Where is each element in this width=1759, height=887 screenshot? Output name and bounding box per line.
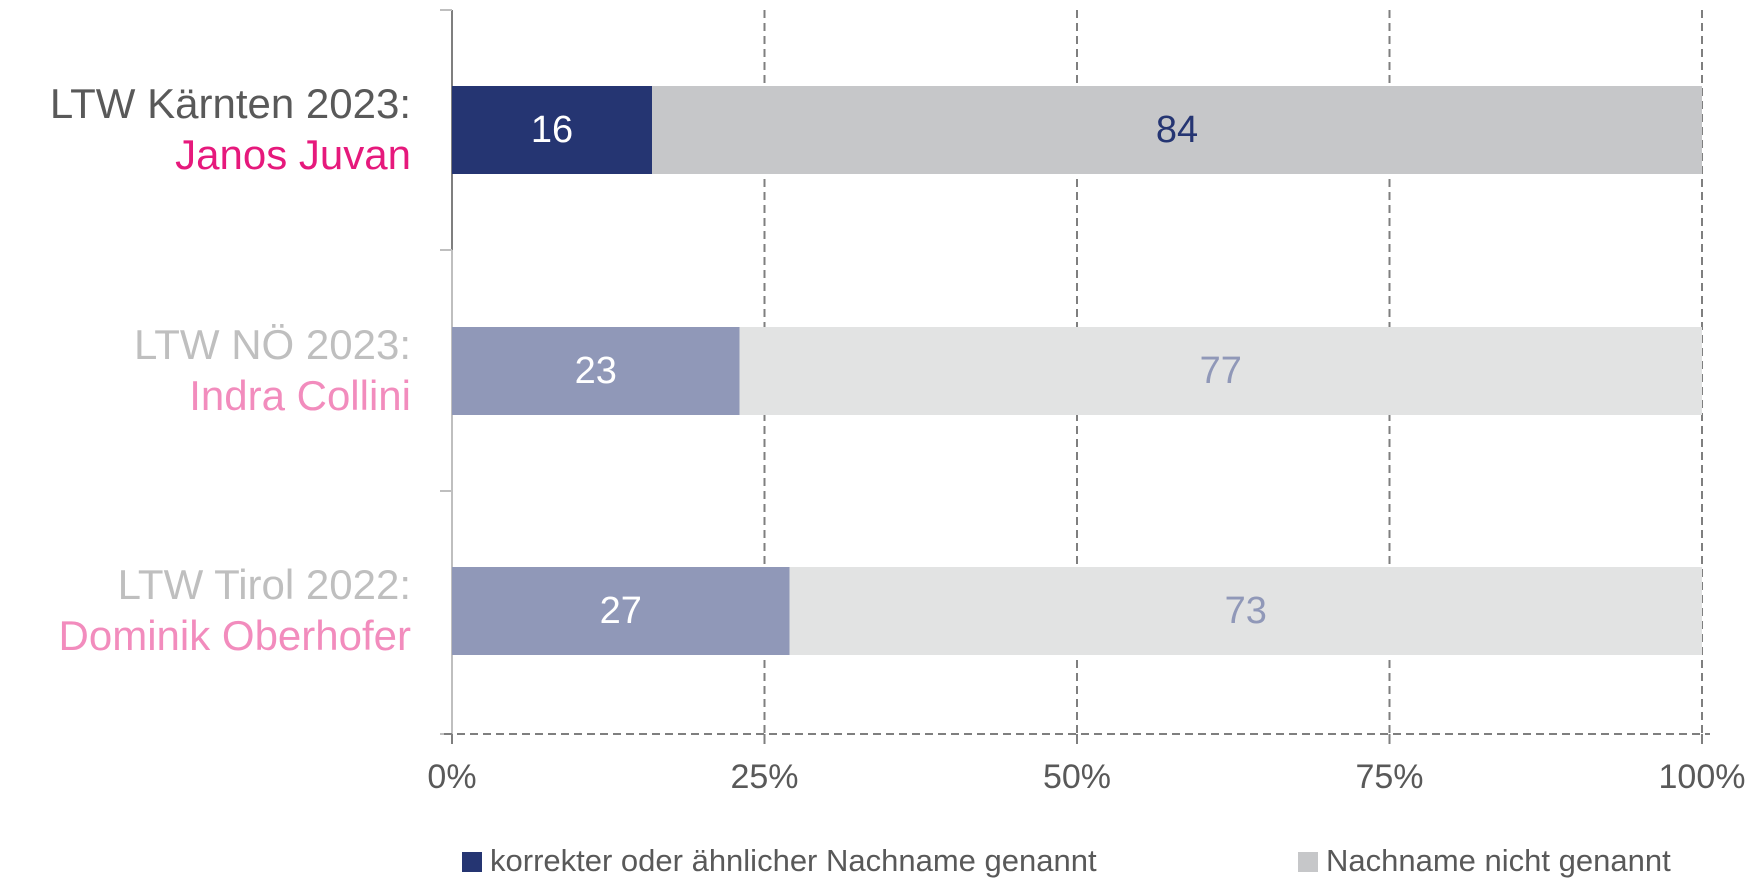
category-label: LTW Tirol 2022: xyxy=(118,561,411,608)
bar-segment xyxy=(452,86,652,174)
candidate-label: Dominik Oberhofer xyxy=(59,612,411,659)
bar-segment xyxy=(452,567,790,655)
legend-label: Nachname nicht genannt xyxy=(1326,843,1671,878)
legend-label: korrekter oder ähnlicher Nachname genann… xyxy=(490,843,1097,878)
candidate-label: Janos Juvan xyxy=(175,131,411,178)
value-label: 73 xyxy=(1225,590,1267,632)
category-label: LTW NÖ 2023: xyxy=(134,321,411,368)
value-label: 23 xyxy=(575,350,617,392)
legend-swatch xyxy=(1298,852,1318,872)
value-label: 84 xyxy=(1156,109,1198,151)
x-tick-label: 100% xyxy=(1659,758,1746,796)
bar-segment xyxy=(739,327,1702,415)
x-tick-label: 25% xyxy=(730,758,798,796)
value-label: 77 xyxy=(1200,350,1242,392)
x-tick-label: 0% xyxy=(427,758,476,796)
bar-segment xyxy=(452,327,740,415)
x-tick-label: 75% xyxy=(1355,758,1423,796)
candidate-label: Indra Collini xyxy=(189,372,411,419)
value-label: 27 xyxy=(600,590,642,632)
legend-swatch xyxy=(462,852,482,872)
value-label: 16 xyxy=(531,109,573,151)
bar-segment xyxy=(652,86,1702,174)
x-tick-label: 50% xyxy=(1043,758,1111,796)
category-label: LTW Kärnten 2023: xyxy=(50,80,411,127)
bar-segment xyxy=(789,567,1702,655)
